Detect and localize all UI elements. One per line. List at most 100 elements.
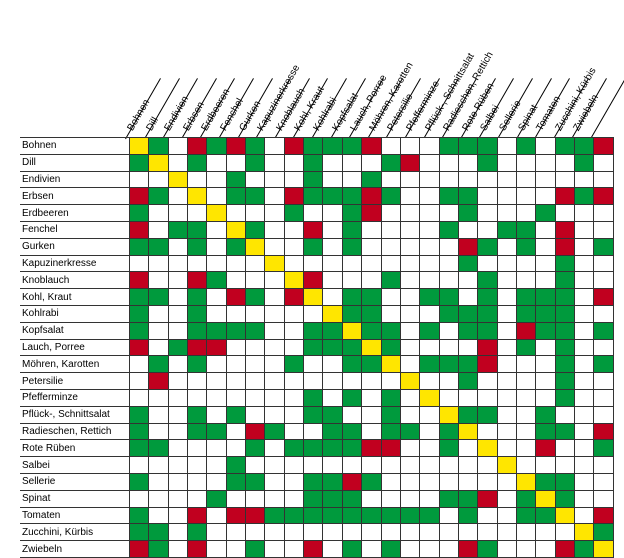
matrix-cell: [517, 221, 536, 238]
matrix-cell: [129, 507, 148, 524]
matrix-cell: [207, 322, 226, 339]
matrix-cell: [187, 356, 206, 373]
matrix-cell: [265, 289, 284, 306]
matrix-cell: [226, 423, 245, 440]
matrix-cell: [458, 406, 477, 423]
matrix-cell: [400, 138, 419, 155]
matrix-cell: [536, 322, 555, 339]
matrix-cell: [536, 473, 555, 490]
matrix-cell: [187, 339, 206, 356]
matrix-cell: [168, 457, 187, 474]
matrix-cell: [226, 289, 245, 306]
matrix-cell: [284, 305, 303, 322]
matrix-cell: [168, 221, 187, 238]
matrix-cell: [226, 322, 245, 339]
matrix-cell: [497, 221, 516, 238]
matrix-cell: [304, 289, 323, 306]
matrix-cell: [129, 541, 148, 558]
matrix-cell: [168, 272, 187, 289]
matrix-cell: [168, 255, 187, 272]
matrix-cell: [517, 356, 536, 373]
matrix-cell: [497, 188, 516, 205]
matrix-cell: [420, 238, 439, 255]
matrix-cell: [342, 356, 361, 373]
matrix-cell: [304, 322, 323, 339]
matrix-cell: [168, 305, 187, 322]
matrix-cell: [362, 322, 381, 339]
matrix-cell: [187, 373, 206, 390]
matrix-cell: [517, 238, 536, 255]
matrix-cell: [304, 305, 323, 322]
matrix-cell: [478, 272, 497, 289]
matrix-cell: [594, 188, 614, 205]
matrix-cell: [342, 305, 361, 322]
matrix-cell: [439, 339, 458, 356]
matrix-cell: [497, 406, 516, 423]
row-label: Kohlrabi: [20, 305, 129, 322]
matrix-cell: [226, 541, 245, 558]
matrix-cell: [149, 389, 168, 406]
matrix-cell: [304, 389, 323, 406]
matrix-cell: [458, 238, 477, 255]
matrix-cell: [168, 138, 187, 155]
matrix-cell: [517, 423, 536, 440]
matrix-cell: [536, 238, 555, 255]
matrix-cell: [265, 389, 284, 406]
matrix-cell: [129, 339, 148, 356]
matrix-cell: [478, 440, 497, 457]
matrix-cell: [420, 205, 439, 222]
compatibility-matrix: BohnenDillEndivienErbsenErdbeerenFenchel…: [10, 10, 614, 535]
matrix-cell: [400, 406, 419, 423]
matrix-cell: [594, 541, 614, 558]
matrix-cell: [400, 423, 419, 440]
matrix-cell: [439, 389, 458, 406]
matrix-cell: [420, 423, 439, 440]
row-label: Kopfsalat: [20, 322, 129, 339]
matrix-cell: [304, 423, 323, 440]
matrix-cell: [381, 305, 400, 322]
matrix-cell: [517, 322, 536, 339]
matrix-cell: [129, 373, 148, 390]
matrix-cell: [478, 423, 497, 440]
matrix-cell: [555, 221, 574, 238]
matrix-cell: [129, 154, 148, 171]
matrix-cell: [555, 238, 574, 255]
matrix-cell: [149, 507, 168, 524]
matrix-cell: [362, 440, 381, 457]
matrix-cell: [381, 457, 400, 474]
matrix-cell: [420, 171, 439, 188]
matrix-cell: [265, 171, 284, 188]
matrix-cell: [226, 221, 245, 238]
matrix-cell: [555, 205, 574, 222]
matrix-cell: [536, 154, 555, 171]
matrix-cell: [149, 524, 168, 541]
matrix-cell: [284, 373, 303, 390]
row-label: Endivien: [20, 171, 129, 188]
matrix-cell: [284, 356, 303, 373]
matrix-cell: [478, 205, 497, 222]
matrix-cell: [226, 238, 245, 255]
matrix-cell: [284, 138, 303, 155]
matrix-cell: [497, 138, 516, 155]
matrix-cell: [381, 389, 400, 406]
matrix-cell: [265, 373, 284, 390]
matrix-cell: [458, 255, 477, 272]
matrix-cell: [555, 389, 574, 406]
matrix-cell: [497, 356, 516, 373]
matrix-cell: [207, 138, 226, 155]
matrix-cell: [458, 272, 477, 289]
matrix-cell: [497, 473, 516, 490]
matrix-cell: [168, 356, 187, 373]
matrix-cell: [400, 188, 419, 205]
matrix-cell: [245, 524, 264, 541]
matrix-cell: [439, 154, 458, 171]
matrix-cell: [478, 339, 497, 356]
matrix-cell: [400, 339, 419, 356]
matrix-cell: [381, 255, 400, 272]
matrix-cell: [381, 406, 400, 423]
matrix-cell: [187, 423, 206, 440]
matrix-cell: [284, 154, 303, 171]
matrix-cell: [342, 406, 361, 423]
matrix-cell: [497, 272, 516, 289]
matrix-cell: [536, 255, 555, 272]
